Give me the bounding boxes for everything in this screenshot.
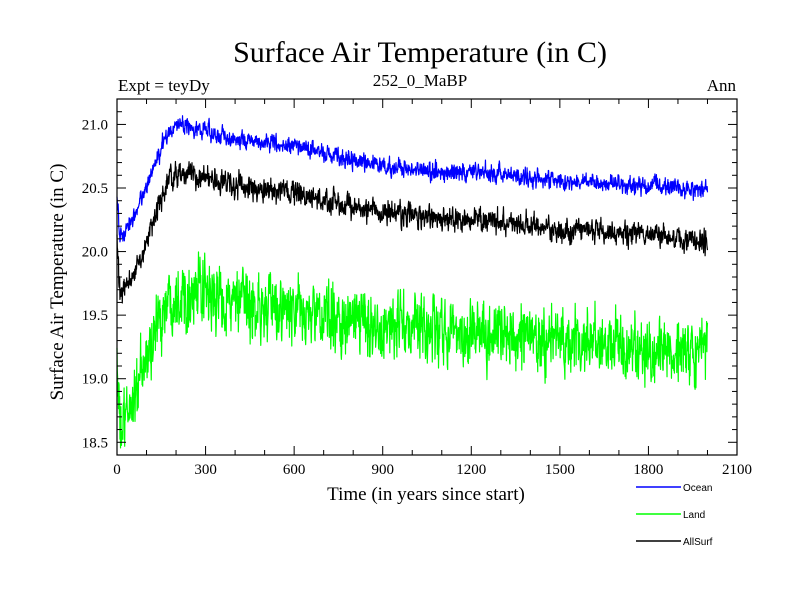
y-tick-label: 19.0 xyxy=(82,372,108,388)
x-tick-label: 300 xyxy=(194,462,217,478)
x-tick-label: 1200 xyxy=(456,462,486,478)
chart-title: Surface Air Temperature (in C) xyxy=(233,36,607,69)
x-tick-label: 900 xyxy=(371,462,394,478)
plot-lines xyxy=(116,115,709,449)
legend-label-ocean: Ocean xyxy=(683,483,712,494)
y-tick-label: 21.0 xyxy=(82,117,108,133)
y-tick-label: 19.5 xyxy=(82,308,108,324)
x-tick-label: 1500 xyxy=(545,462,575,478)
subtitle-left: Expt = teyDy xyxy=(118,76,210,95)
y-tick-label: 20.5 xyxy=(82,181,108,197)
x-tick-label: 0 xyxy=(113,462,121,478)
x-axis-label: Time (in years since start) xyxy=(327,484,525,505)
y-axis-label: Surface Air Temperature (in C) xyxy=(47,164,68,401)
series-line-ocean xyxy=(116,115,709,243)
legend-label-allsurf: AllSurf xyxy=(683,537,713,548)
series-line-land xyxy=(116,251,709,449)
y-tick-label: 20.0 xyxy=(82,245,108,261)
axes: 0 300 600 900 1200 1500 1800 2100 18.5 19.0 19.5 20… xyxy=(82,98,752,478)
subtitle-right: Ann xyxy=(707,76,737,95)
legend: Ocean Land AllSurf xyxy=(636,483,713,548)
x-tick-label: 1800 xyxy=(633,462,663,478)
y-tick-label: 18.5 xyxy=(82,435,108,451)
subtitle-center: 252_0_MaBP xyxy=(373,71,467,90)
x-tick-label: 2100 xyxy=(722,462,752,478)
x-tick-label: 600 xyxy=(283,462,306,478)
series-line-allsurf xyxy=(116,160,709,304)
legend-label-land: Land xyxy=(683,510,705,521)
